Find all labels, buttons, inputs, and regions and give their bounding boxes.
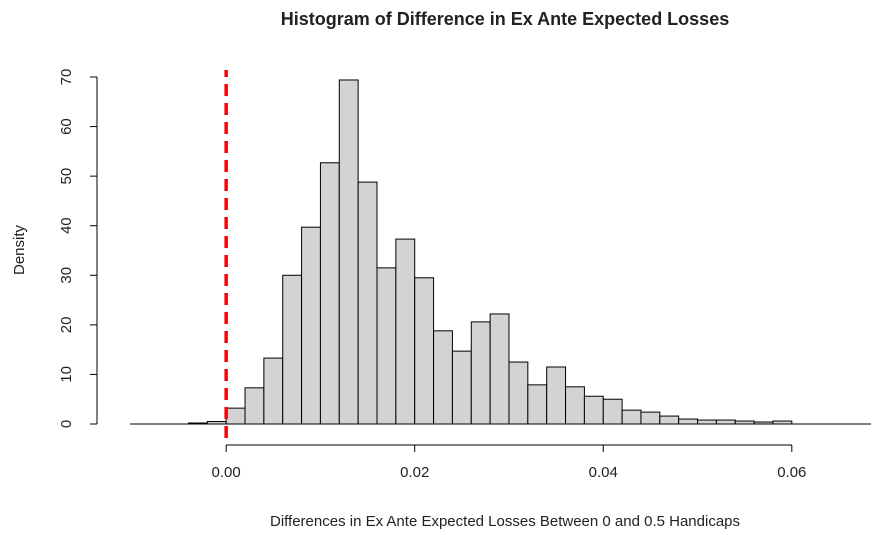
- bar: [583, 395, 604, 425]
- y-tick-label: 0: [58, 420, 75, 428]
- bar: [734, 420, 755, 425]
- bar: [395, 238, 416, 425]
- bar: [433, 330, 453, 425]
- y-tick-label: 50: [58, 168, 75, 185]
- bar: [772, 420, 793, 425]
- chart-title: Histogram of Difference in Ex Ante Expec…: [281, 9, 729, 29]
- bar: [206, 421, 227, 425]
- bar: [187, 422, 208, 425]
- y-tick-label: 20: [58, 317, 75, 334]
- y-tick-label: 60: [58, 118, 75, 135]
- bar: [640, 411, 661, 425]
- bar: [621, 409, 642, 425]
- bar: [659, 415, 680, 425]
- y-tick-label: 30: [58, 267, 75, 284]
- bar: [319, 162, 340, 425]
- y-axis-label: Density: [11, 224, 28, 275]
- bar: [357, 181, 378, 425]
- x-tick-label: 0.04: [589, 464, 618, 481]
- bar: [489, 313, 510, 425]
- bar: [715, 419, 736, 425]
- bar: [263, 357, 284, 425]
- bar: [678, 418, 699, 425]
- bar: [470, 321, 491, 425]
- bar: [565, 386, 585, 425]
- bar: [527, 384, 548, 425]
- bar: [244, 387, 265, 425]
- bar: [753, 421, 774, 425]
- bar: [282, 274, 303, 425]
- bar: [414, 277, 435, 425]
- bar: [338, 79, 359, 425]
- x-tick-label: 0.00: [212, 464, 241, 481]
- y-tick-label: 10: [58, 366, 75, 383]
- bar: [376, 267, 397, 425]
- y-tick-label: 70: [58, 69, 75, 86]
- x-tick-label: 0.06: [777, 464, 806, 481]
- x-tick-label: 0.02: [400, 464, 429, 481]
- bar: [225, 407, 246, 425]
- y-tick-label: 40: [58, 217, 75, 234]
- x-axis-label: Differences in Ex Ante Expected Losses B…: [270, 513, 740, 530]
- bar: [301, 226, 321, 425]
- bar: [546, 366, 567, 425]
- bar: [697, 419, 717, 425]
- bar: [602, 398, 623, 425]
- bar: [451, 350, 472, 425]
- bar: [508, 361, 529, 425]
